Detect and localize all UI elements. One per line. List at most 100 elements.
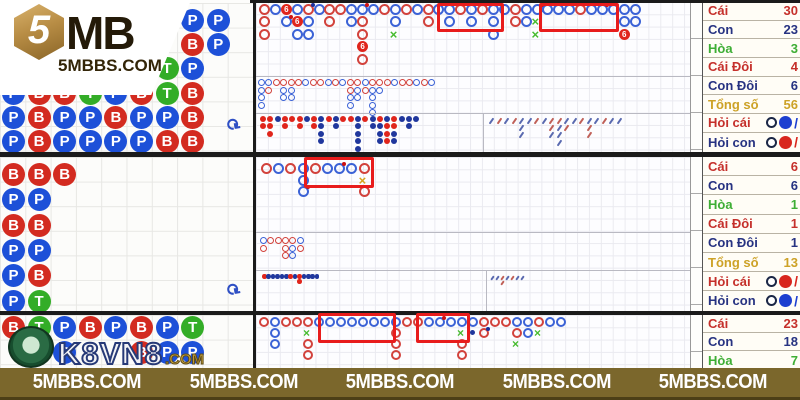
stat-label: Cái [708, 3, 729, 19]
big-road-circle [358, 163, 370, 174]
big-road-circle [354, 94, 362, 102]
stat-row-total: Tổng số 56 [703, 95, 800, 115]
big-road-circle [523, 317, 533, 327]
tie-x-mark: × [512, 337, 520, 351]
ask-player-icons[interactable]: / [766, 293, 798, 309]
big-road-circle [280, 86, 288, 94]
ask-banker-row[interactable]: Hỏi cái / [703, 272, 800, 292]
streak-count-circle: 6 [357, 41, 369, 53]
big-road-circle [400, 4, 412, 15]
bead-road-dot [376, 116, 383, 122]
big-road-circle [309, 79, 317, 86]
slash-icon: / [794, 134, 798, 151]
big-road-circle [309, 163, 321, 174]
big-road-circle [361, 86, 369, 94]
hollow-circle-icon [766, 295, 778, 307]
big-road-circle [487, 16, 499, 28]
big-road-circle [368, 4, 379, 15]
bead-road-dot [340, 116, 347, 122]
stat-value: 23 [783, 22, 798, 38]
bead-road-dot [301, 274, 307, 279]
k8-watermark-text: K8VN8 [57, 336, 163, 372]
big-road-circle [457, 317, 467, 327]
ask-player-row[interactable]: Hỏi con / [703, 291, 800, 310]
logo-digit: 5 [27, 7, 51, 52]
bead-road-dot [391, 123, 398, 130]
bead-road-dot [281, 123, 288, 130]
bead-cell-p: P [2, 264, 25, 288]
bead-road-dot [384, 116, 391, 122]
big-road-circle [512, 317, 522, 327]
ask-banker-icons[interactable]: / [766, 273, 798, 289]
big-road-circle [354, 86, 362, 94]
bead-cell-p: P [206, 33, 230, 57]
bead-road-dot [267, 130, 274, 137]
big-road-circle [369, 317, 379, 327]
footer-watermark-text: 5MBBS.COM [502, 371, 611, 393]
highlight-rectangle [539, 3, 619, 32]
logo-brand-text: MB [66, 7, 136, 59]
bead-cell-b: B [27, 105, 51, 129]
big-road-circle [297, 186, 309, 197]
bead-cell-p: P [130, 105, 153, 129]
highlight-rectangle [318, 313, 396, 343]
big-road-circle [357, 28, 369, 40]
stat-label: Con [708, 22, 734, 38]
stat-row-total: Tổng số 13 [703, 253, 800, 273]
footer-watermark-text: 5MBBS.COM [32, 371, 142, 393]
bead-cell-b: B [155, 130, 179, 153]
big-road-circle [545, 317, 555, 327]
big-road-circle [302, 79, 310, 86]
stat-row-player-pair: Con Đôi 1 [703, 234, 800, 253]
slash-icon: / [794, 114, 798, 131]
big-road-circle [303, 317, 313, 327]
bead-road-dot [333, 123, 339, 130]
stat-value: 6 [790, 78, 798, 94]
big-road-circle [346, 16, 358, 28]
big-road-circle [618, 16, 630, 28]
bead-road-dot [384, 130, 391, 137]
bead-cell-b: B [53, 163, 77, 186]
bead-cell-p: P [53, 316, 77, 339]
big-road-circle [302, 4, 314, 15]
ask-banker-icons[interactable]: / [766, 115, 798, 131]
bead-road-dot [267, 123, 274, 130]
big-road-circle [501, 317, 511, 327]
bead-cell-t: T [155, 81, 179, 105]
bead-road-dot [369, 116, 376, 122]
big-road-circle [346, 4, 358, 15]
big-road-circle [339, 79, 347, 86]
big-road-circle [292, 317, 302, 327]
stat-row-player: Con 6 [703, 176, 800, 196]
pair-marker-dot [310, 3, 315, 7]
stat-label: Hòa [708, 196, 733, 212]
bead-cell-b: B [181, 33, 205, 57]
stat-row-tie: Hòa 3 [703, 39, 800, 59]
big-road-circle [376, 86, 384, 94]
big-road-circle [406, 79, 413, 86]
logo-site-text: 5MBBS.COM [58, 56, 162, 75]
big-road-circle [369, 79, 376, 86]
ask-player-label: Hỏi con [708, 293, 756, 309]
bead-cell-b: B [2, 213, 25, 237]
big-road-circle [280, 94, 288, 102]
slash-icon: / [794, 292, 798, 309]
bead-road-dot [325, 116, 332, 122]
stat-label: Con [708, 177, 734, 193]
bead-road-dot [354, 123, 361, 130]
ask-player-row[interactable]: Hỏi con / [703, 133, 800, 152]
ask-banker-label: Hỏi cái [708, 115, 751, 131]
big-road-circle [336, 317, 346, 327]
prediction-dot-icon [779, 294, 793, 308]
big-road-circle [422, 16, 434, 28]
stat-value: 4 [790, 59, 798, 75]
ask-banker-row[interactable]: Hỏi cái / [703, 114, 800, 133]
big-road-circle [357, 4, 369, 15]
big-road-circle [424, 317, 434, 327]
stat-value: 56 [783, 96, 798, 112]
big-road-circle [428, 79, 436, 86]
bead-road-dot [354, 145, 361, 152]
ask-player-icons[interactable]: / [766, 134, 798, 150]
bead-cell-p: P [181, 57, 205, 81]
